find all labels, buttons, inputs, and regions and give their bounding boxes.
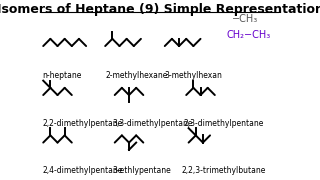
Text: n-heptane: n-heptane bbox=[42, 71, 81, 80]
Text: −CH₃: −CH₃ bbox=[231, 14, 258, 24]
Text: 2-methylhexane: 2-methylhexane bbox=[105, 71, 168, 80]
Text: 2,3-dimethylpentane: 2,3-dimethylpentane bbox=[184, 119, 264, 128]
Text: 2,2-dimethylpentane: 2,2-dimethylpentane bbox=[42, 119, 122, 128]
Text: 2,4-dimethylpentane: 2,4-dimethylpentane bbox=[42, 166, 122, 175]
Text: 3-ethlypentane: 3-ethlypentane bbox=[112, 166, 171, 175]
Text: CH₂−CH₃: CH₂−CH₃ bbox=[227, 30, 271, 40]
Text: 3,3-dimethylpentane: 3,3-dimethylpentane bbox=[112, 119, 193, 128]
Text: 2,2,3-trimethylbutane: 2,2,3-trimethylbutane bbox=[181, 166, 266, 175]
Text: 3-methylhexan: 3-methylhexan bbox=[165, 71, 223, 80]
Text: Isomers of Heptane (9) Simple Representation: Isomers of Heptane (9) Simple Representa… bbox=[0, 3, 320, 16]
